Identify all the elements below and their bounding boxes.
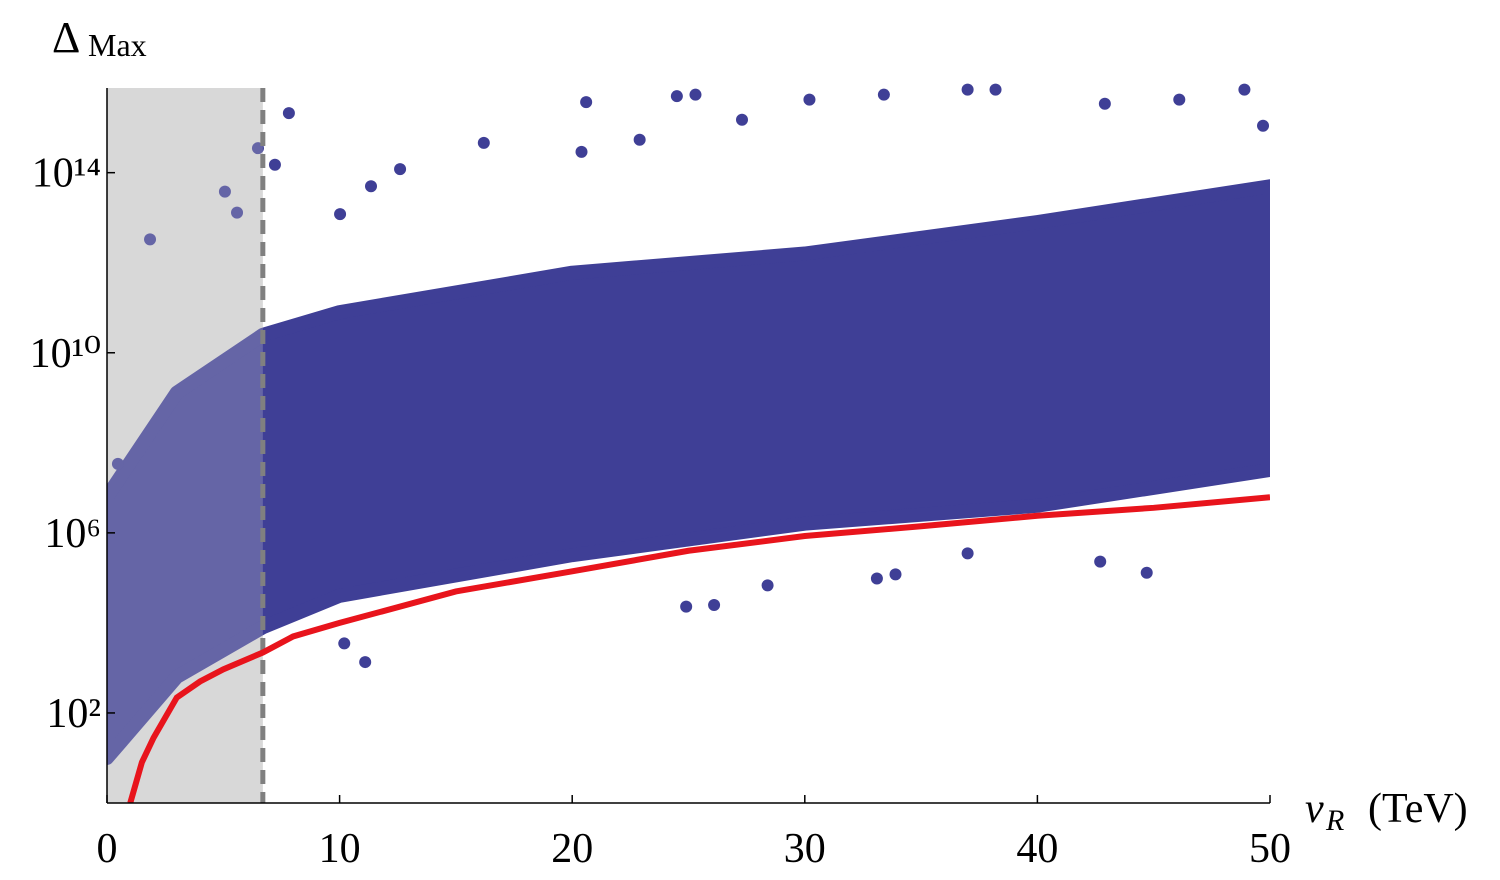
point bbox=[735, 113, 748, 126]
point bbox=[670, 90, 683, 103]
x-tick-label: 50 bbox=[1249, 826, 1291, 872]
bound-curve bbox=[127, 494, 1270, 803]
point bbox=[889, 568, 902, 581]
point bbox=[961, 547, 974, 560]
y-tick-label: 10¹⁴ bbox=[32, 151, 101, 197]
point bbox=[394, 163, 407, 176]
x-tick-label: 10 bbox=[319, 826, 361, 872]
point bbox=[1257, 119, 1270, 132]
point bbox=[268, 158, 281, 171]
point bbox=[359, 656, 372, 669]
point bbox=[1173, 93, 1186, 106]
y-tick-label: 10¹⁰ bbox=[30, 331, 101, 377]
point bbox=[961, 83, 974, 96]
point bbox=[477, 136, 490, 149]
point bbox=[1094, 555, 1107, 568]
point bbox=[334, 208, 347, 221]
y-label: Δ bbox=[52, 13, 80, 62]
x-tick-label: 0 bbox=[97, 826, 118, 872]
excluded-overlay bbox=[107, 88, 263, 803]
x-tick-label: 40 bbox=[1016, 826, 1058, 872]
point bbox=[1238, 83, 1251, 96]
point bbox=[231, 206, 244, 219]
point bbox=[870, 572, 883, 585]
x-tick-label: 20 bbox=[551, 826, 593, 872]
y-tick-label: 10² bbox=[46, 691, 101, 737]
point bbox=[111, 457, 124, 470]
point bbox=[1098, 97, 1111, 110]
x-tick-label: 30 bbox=[784, 826, 826, 872]
point bbox=[633, 133, 646, 146]
y-tick-label: 10⁶ bbox=[44, 511, 101, 557]
point-cloud bbox=[107, 179, 1270, 765]
point bbox=[689, 88, 702, 101]
x-label-unit: (TeV) bbox=[1368, 786, 1468, 832]
point bbox=[877, 88, 890, 101]
point bbox=[218, 185, 231, 198]
point bbox=[338, 637, 351, 650]
point bbox=[282, 107, 295, 120]
point bbox=[575, 145, 588, 158]
x-label: v bbox=[1305, 786, 1324, 832]
point bbox=[989, 83, 1002, 96]
point bbox=[1140, 566, 1153, 579]
point bbox=[708, 598, 721, 611]
point bbox=[580, 96, 593, 109]
point bbox=[680, 600, 693, 613]
point bbox=[365, 180, 378, 193]
x-label-subscript: R bbox=[1325, 804, 1344, 837]
y-label-subscript: Max bbox=[88, 27, 147, 63]
point bbox=[761, 579, 774, 592]
point bbox=[803, 93, 816, 106]
point bbox=[144, 233, 157, 246]
